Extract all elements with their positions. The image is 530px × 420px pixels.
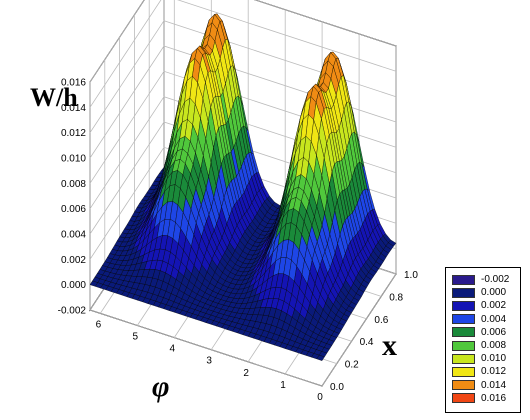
legend-entry: -0.002 bbox=[452, 273, 520, 286]
legend-swatch bbox=[452, 314, 475, 325]
legend-label: 0.012 bbox=[481, 366, 507, 378]
legend-swatch bbox=[452, 393, 475, 404]
grid-z-line bbox=[89, 0, 397, 83]
legend-entry: 0.008 bbox=[452, 339, 520, 352]
grid-phi-line bbox=[321, 46, 397, 387]
legend-entry: 0.014 bbox=[452, 379, 520, 392]
x-tick-label: 0.4 bbox=[360, 337, 374, 348]
legend-label: 0.006 bbox=[481, 326, 507, 338]
phi-tick-label: 6 bbox=[96, 319, 102, 330]
z-tick-label: 0.014 bbox=[61, 103, 86, 114]
surface-patch bbox=[316, 354, 325, 361]
legend-label: 0.014 bbox=[481, 379, 507, 391]
z-tick-label: 0.016 bbox=[61, 78, 86, 89]
z-tick-label: 0.008 bbox=[61, 179, 86, 190]
x-tick-label: 0.6 bbox=[374, 315, 388, 326]
phi-tick-label: 4 bbox=[169, 344, 175, 355]
x-axis-label: x bbox=[382, 329, 397, 362]
z-axis-label: W/h bbox=[30, 83, 78, 112]
grid-x-line bbox=[89, 82, 323, 387]
legend-entry: 0.012 bbox=[452, 365, 520, 378]
z-tick-label: 0.000 bbox=[61, 280, 86, 291]
legend-swatch bbox=[452, 327, 475, 338]
legend-swatch bbox=[452, 366, 475, 377]
legend-entry: 0.004 bbox=[452, 313, 520, 326]
x-tick-label: 0.8 bbox=[389, 292, 403, 303]
z-tick-label: 0.002 bbox=[61, 255, 86, 266]
x-tick-label: 1.0 bbox=[404, 270, 418, 281]
legend: -0.002 0.000 0.002 0.004 0.006 0.008 0.010 0.01… bbox=[445, 267, 521, 413]
x-tick-label: 0.0 bbox=[330, 382, 344, 393]
phi-axis-label: φ bbox=[152, 370, 170, 403]
phi-tick-label: 5 bbox=[133, 331, 139, 342]
legend-swatch bbox=[452, 380, 475, 391]
legend-swatch bbox=[452, 300, 475, 311]
phi-tick-label: 3 bbox=[206, 356, 212, 367]
legend-label: 0.004 bbox=[481, 313, 507, 325]
legend-label: -0.002 bbox=[481, 274, 510, 286]
legend-entry: 0.010 bbox=[452, 352, 520, 365]
z-tick-label: 0.006 bbox=[61, 204, 86, 215]
legend-swatch bbox=[452, 340, 475, 351]
legend-entry: 0.016 bbox=[452, 392, 520, 405]
z-tick-label: -0.002 bbox=[58, 306, 87, 317]
z-tick-label: 0.012 bbox=[61, 128, 86, 139]
legend-label: 0.002 bbox=[481, 300, 507, 312]
legend-entry: 0.006 bbox=[452, 326, 520, 339]
legend-swatch bbox=[452, 274, 475, 285]
phi-tick-label: 1 bbox=[280, 380, 286, 391]
legend-swatch bbox=[452, 353, 475, 364]
legend-label: 0.016 bbox=[481, 392, 507, 404]
z-tick-label: 0.010 bbox=[61, 154, 86, 165]
legend-entry: 0.000 bbox=[452, 286, 520, 299]
legend-label: 0.000 bbox=[481, 287, 507, 299]
z-tick-label: 0.004 bbox=[61, 230, 86, 241]
phi-tick-label: 2 bbox=[243, 368, 249, 379]
legend-label: 0.010 bbox=[481, 353, 507, 365]
legend-swatch bbox=[452, 287, 475, 298]
legend-entry: 0.002 bbox=[452, 299, 520, 312]
legend-label: 0.008 bbox=[481, 340, 507, 352]
x-tick-label: 0.2 bbox=[345, 360, 359, 371]
tick-labels: -0.0020.0000.0020.0040.0060.0080.0100.01… bbox=[58, 78, 419, 404]
phi-tick-label: 0 bbox=[317, 392, 323, 403]
grid-z-line bbox=[89, 0, 397, 108]
surface-mesh bbox=[89, 13, 397, 361]
